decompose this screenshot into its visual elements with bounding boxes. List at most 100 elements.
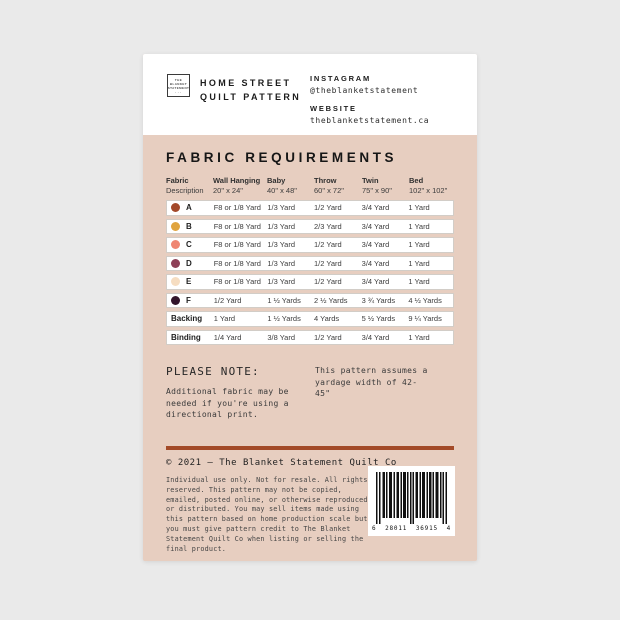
pattern-package-back: THE BLANKET STATEMENT · · · HOME STREET … — [143, 54, 477, 561]
yardage-width-note: This pattern assumes a yardage width of … — [315, 366, 428, 398]
yardage-cell: 1/3 Yard — [267, 203, 295, 213]
table-row: Binding 1/4 Yard 3/8 Yard 1/2 Yard 3/4 Yard 1… — [166, 329, 454, 345]
website-label: WEBSITE — [310, 104, 357, 113]
fabric-label-cell: B — [167, 221, 214, 231]
yardage-cell: 1 ½ Yards — [267, 295, 301, 305]
yardage-cell: 3/4 Yard — [361, 258, 390, 268]
fabric-row-label: Backing — [171, 314, 203, 324]
yardage-cell: 1/2 Yard — [314, 240, 342, 250]
please-note-text: Additional fabric may be needed if you'r… — [166, 387, 289, 419]
yardage-cell: 1 Yard — [408, 332, 430, 342]
column-header-bed: Bed 102" x 102" — [409, 176, 448, 195]
yardage-cell: 9 ¼ Yards — [408, 314, 442, 324]
yardage-cell: 3/4 Yard — [361, 221, 390, 231]
barcode-digits: 6 28011 36915 4 — [372, 525, 451, 532]
fabric-label-cell: C — [167, 240, 214, 250]
yardage-cell: 1/2 Yard — [213, 295, 242, 305]
yardage-cell: 1/3 Yard — [267, 277, 295, 287]
yardage-cell: 1/2 Yard — [314, 332, 342, 342]
logo-line: THE — [174, 77, 183, 82]
fabric-row-label: E — [186, 277, 192, 287]
yardage-cell: 1/3 Yard — [267, 258, 295, 268]
fabric-color-swatch — [171, 258, 180, 268]
fabric-table-header: Fabric Description Wall Hanging 20" x 24… — [166, 176, 454, 195]
upc-barcode: 6 28011 36915 4 — [368, 466, 455, 536]
yardage-cell: 4 ½ Yards — [408, 295, 442, 305]
instagram-block: INSTAGRAM @theblanketstatement — [310, 74, 429, 95]
yardage-cell: 3/4 Yard — [361, 240, 390, 250]
please-note-heading: PLEASE NOTE: — [166, 365, 260, 378]
table-row: B F8 or 1/8 Yard 1/3 Yard 2/3 Yard 3/4 Yard 1… — [166, 218, 454, 234]
legal-fine-print: Individual use only. Not for resale. All… — [166, 476, 368, 553]
logo-line: BLANKET — [169, 81, 188, 86]
yardage-cell: F8 or 1/8 Yard — [213, 240, 261, 250]
yardage-cell: 1/3 Yard — [267, 240, 295, 250]
yardage-cell: 1 Yard — [408, 258, 430, 268]
yardage-cell: F8 or 1/8 Yard — [213, 221, 261, 231]
fabric-row-label: C — [186, 240, 192, 250]
instagram-handle: @theblanketstatement — [310, 86, 419, 95]
fabric-label-cell: E — [167, 277, 214, 287]
yardage-cell: 3/4 Yard — [361, 332, 390, 342]
logo-line: · · · — [175, 89, 182, 94]
fabric-table-body: A F8 or 1/8 Yard 1/3 Yard 1/2 Yard 3/4 Yard 1… — [166, 200, 454, 345]
column-header-fabric: Fabric Description — [166, 176, 204, 195]
table-row: Backing 1 Yard 1 ½ Yards 4 Yards 5 ½ Yards 9 … — [166, 311, 454, 327]
website-block: WEBSITE theblanketstatement.ca — [310, 104, 429, 125]
copyright-line: © 2021 — The Blanket Statement Quilt Co — [166, 458, 397, 468]
column-header-baby: Baby 40" x 48" — [267, 176, 297, 195]
fabric-color-swatch — [171, 240, 180, 250]
yardage-cell: 1/4 Yard — [213, 332, 242, 342]
brand-logo: THE BLANKET STATEMENT · · · — [167, 74, 190, 97]
table-row: F 1/2 Yard 1 ½ Yards 2 ½ Yards 3 ¾ Yards 4 ½ … — [166, 292, 454, 308]
package-header: THE BLANKET STATEMENT · · · HOME STREET … — [143, 54, 477, 135]
column-header-wall-hanging: Wall Hanging 20" x 24" — [213, 176, 261, 195]
table-row: C F8 or 1/8 Yard 1/3 Yard 1/2 Yard 3/4 Yard 1… — [166, 237, 454, 253]
barcode-bars-graphic — [376, 472, 447, 524]
logo-line: STATEMENT — [167, 85, 190, 90]
yardage-cell: 3/4 Yard — [361, 203, 390, 213]
instagram-label: INSTAGRAM — [310, 74, 372, 83]
yardage-cell: 1 Yard — [408, 240, 430, 250]
yardage-cell: 5 ½ Yards — [361, 314, 396, 324]
fabric-row-label: F — [186, 295, 191, 305]
yardage-cell: 1/3 Yard — [267, 221, 295, 231]
fabric-label-cell: Backing — [167, 314, 214, 323]
pattern-title: HOME STREET QUILT PATTERN — [200, 76, 301, 104]
yardage-cell: 1 Yard — [408, 203, 430, 213]
pattern-title-line1: HOME STREET — [200, 78, 292, 88]
fabric-row-label: Binding — [171, 332, 201, 342]
yardage-cell: 3/4 Yard — [361, 277, 390, 287]
fabric-color-swatch — [171, 277, 180, 287]
yardage-cell: 2 ½ Yards — [314, 295, 348, 305]
fabric-color-swatch — [171, 295, 180, 305]
yardage-cell: F8 or 1/8 Yard — [213, 258, 261, 268]
fabric-row-label: D — [186, 258, 192, 268]
fabric-label-cell: Binding — [167, 333, 214, 342]
yardage-cell: 4 Yards — [314, 314, 340, 324]
yardage-cell: 2/3 Yard — [314, 221, 342, 231]
yardage-cell: 1 Yard — [408, 221, 430, 231]
column-header-throw: Throw 60" x 72" — [314, 176, 344, 195]
contact-info: INSTAGRAM @theblanketstatement WEBSITE t… — [310, 74, 429, 125]
column-header-twin: Twin 75" x 90" — [362, 176, 392, 195]
pattern-title-line2: QUILT PATTERN — [200, 92, 302, 102]
fabric-color-swatch — [171, 221, 180, 231]
fabric-row-label: A — [186, 203, 192, 213]
yardage-cell: 1/2 Yard — [314, 203, 342, 213]
table-row: A F8 or 1/8 Yard 1/3 Yard 1/2 Yard 3/4 Yard 1… — [166, 200, 454, 216]
table-row: D F8 or 1/8 Yard 1/3 Yard 1/2 Yard 3/4 Yard 1… — [166, 255, 454, 271]
fabric-requirements-title: FABRIC REQUIREMENTS — [166, 150, 398, 165]
yardage-cell: 3 ¾ Yards — [361, 295, 396, 305]
yardage-cell: 1/2 Yard — [314, 258, 342, 268]
table-row: E F8 or 1/8 Yard 1/3 Yard 1/2 Yard 3/4 Yard 1… — [166, 274, 454, 290]
yardage-cell: 1/2 Yard — [314, 277, 342, 287]
fabric-label-cell: D — [167, 258, 214, 268]
fabric-label-cell: F — [167, 295, 214, 305]
yardage-cell: 1 Yard — [213, 314, 236, 324]
fabric-table: Fabric Description Wall Hanging 20" x 24… — [166, 176, 454, 348]
rust-divider-rule — [166, 446, 454, 450]
fabric-row-label: B — [186, 221, 192, 231]
yardage-cell: F8 or 1/8 Yard — [213, 277, 261, 287]
